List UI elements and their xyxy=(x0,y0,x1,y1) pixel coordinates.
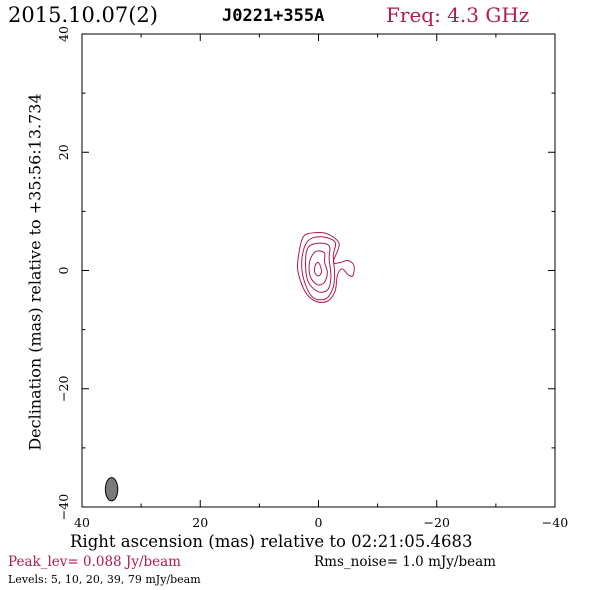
y-tick-label: 0 xyxy=(56,266,71,274)
axis-ticks xyxy=(81,33,556,508)
beam-ellipse xyxy=(104,477,119,502)
plot-frame xyxy=(81,33,556,508)
x-tick-label: 40 xyxy=(74,515,90,530)
y-tick-label: −20 xyxy=(56,376,71,402)
y-axis-label: Declination (mas) relative to +35:56:13.… xyxy=(25,93,45,451)
axis-tick-labels: 40 20 0 −20 −40 −40 −20 0 20 40 xyxy=(56,26,568,530)
x-tick-label: −20 xyxy=(424,515,450,530)
contour-20-mjy xyxy=(304,242,332,293)
contour-5-mjy xyxy=(296,231,355,304)
y-tick-label: −40 xyxy=(56,494,71,520)
frequency-label: Freq: 4.3 GHz xyxy=(386,3,530,27)
y-tick-label: 40 xyxy=(56,26,71,42)
contour-levels: Levels: 5, 10, 20, 39, 79 mJy/beam xyxy=(8,573,201,586)
beam xyxy=(104,477,119,502)
x-tick-label: 20 xyxy=(192,515,208,530)
peak-level: Peak_lev= 0.088 Jy/beam xyxy=(8,554,181,570)
x-tick-label: −40 xyxy=(542,515,568,530)
observation-date: 2015.10.07(2) xyxy=(8,3,158,27)
rms-noise: Rms_noise= 1.0 mJy/beam xyxy=(314,554,496,570)
contour-39-mjy xyxy=(308,250,328,286)
contour-10-mjy xyxy=(301,236,337,301)
x-axis-label: Right ascension (mas) relative to 02:21:… xyxy=(70,532,473,551)
contour-79-mjy xyxy=(314,261,323,277)
contour-lines xyxy=(296,231,355,304)
source-name: J0221+355A xyxy=(222,6,325,26)
x-tick-label: 0 xyxy=(315,515,323,530)
y-tick-label: 20 xyxy=(56,144,71,160)
